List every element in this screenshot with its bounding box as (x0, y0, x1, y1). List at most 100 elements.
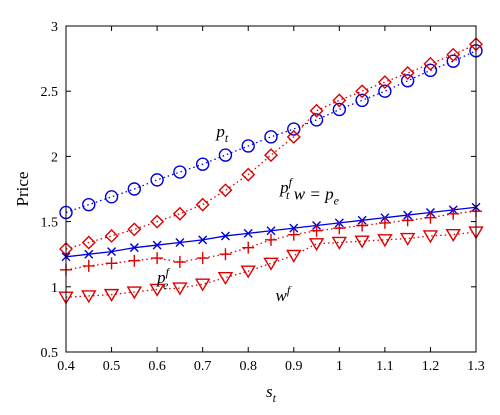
plot-frame (65, 25, 477, 353)
data-point-pef (82, 259, 95, 272)
y-tick-label: 3 (51, 20, 58, 35)
data-point-ptf (264, 148, 278, 163)
data-point-pef (447, 207, 460, 220)
data-point-pt (127, 182, 142, 196)
series-annotations: pt pf t w = pe pf e wf (156, 122, 339, 305)
data-point-wf (377, 234, 393, 248)
x-tick-label: 0.7 (194, 359, 212, 374)
data-point-w_pe (266, 226, 276, 236)
data-point-pt (218, 148, 233, 162)
x-tick-label: 0.5 (103, 359, 121, 374)
data-point-pef (401, 214, 414, 227)
data-point-pef (265, 233, 277, 246)
x-tick-label: 1.3 (467, 359, 485, 374)
data-point-pef (424, 211, 437, 224)
x-tick-label: 1 (336, 359, 343, 374)
data-point-pef (128, 254, 141, 267)
data-point-wf (81, 290, 97, 304)
annotation-wf: wf (276, 283, 292, 305)
data-point-wf (217, 271, 234, 286)
series-pef (60, 205, 482, 276)
data-point-pt (378, 84, 392, 98)
data-point-ptf (218, 183, 233, 198)
y-tick-label: 1.5 (41, 216, 59, 231)
data-point-w_pe (107, 247, 117, 257)
data-point-ptf (150, 214, 165, 229)
annotation-w_pe: w = pe (294, 184, 340, 207)
data-point-pt (446, 54, 460, 68)
data-point-pef (310, 224, 323, 237)
data-point-ptf (195, 197, 210, 212)
data-point-ptf (355, 84, 370, 99)
data-point-ptf (104, 228, 119, 243)
chart-marks (58, 37, 484, 305)
data-point-ptf (81, 235, 96, 250)
data-point-w_pe (84, 249, 94, 259)
data-point-ptf (332, 93, 347, 108)
data-point-pef (196, 252, 209, 265)
data-point-pef (287, 228, 300, 241)
data-point-pt (195, 157, 210, 171)
data-point-wf (263, 257, 279, 271)
data-point-pt (355, 93, 369, 108)
data-point-wf (399, 232, 416, 246)
data-point-wf (308, 238, 325, 252)
series-w_pe (61, 202, 481, 262)
data-point-wf (149, 283, 165, 297)
data-point-pef (173, 256, 186, 269)
data-point-pt (82, 197, 96, 212)
data-point-pt (104, 190, 119, 204)
annotation-ptf: pf t (279, 175, 294, 202)
data-point-wf (286, 249, 302, 263)
data-point-pef (105, 257, 118, 270)
data-point-w_pe (220, 231, 230, 241)
series-line-ptf (65, 43, 477, 250)
series-line-wf (65, 231, 477, 298)
data-point-ptf (400, 65, 415, 80)
data-point-pef (219, 248, 232, 261)
data-point-pef (151, 252, 164, 265)
data-point-wf (354, 235, 370, 249)
y-axis-label: Price (13, 172, 32, 207)
data-point-wf (445, 228, 461, 243)
data-point-w_pe (289, 223, 299, 233)
y-tick-label: 2.5 (41, 85, 59, 100)
axis-ticks: 0.4 0.5 0.6 0.7 0.8 0.9 1 1.1 1.2 1.30.511.522.53 (41, 20, 485, 374)
data-point-pt (309, 113, 324, 127)
data-point-wf (331, 236, 348, 250)
data-point-w_pe (129, 243, 139, 253)
y-tick-label: 2 (51, 150, 58, 165)
data-point-ptf (446, 47, 461, 62)
data-point-ptf (127, 222, 142, 237)
data-point-pt (173, 165, 187, 179)
y-tick-label: 0.5 (41, 346, 59, 361)
series-pt (59, 44, 483, 220)
data-point-pt (287, 122, 301, 136)
x-tick-label: 0.4 (57, 359, 75, 374)
x-tick-label: 0.6 (148, 359, 166, 374)
data-point-w_pe (152, 240, 162, 250)
annotation-pt: pt (215, 122, 229, 145)
x-tick-label: 1.2 (422, 359, 440, 374)
data-point-pef (356, 219, 369, 232)
series-ptf (59, 37, 483, 256)
annotation-pef: pf e (156, 265, 171, 292)
data-point-w_pe (243, 228, 253, 238)
series-wf (58, 226, 484, 305)
data-point-ptf (423, 56, 438, 71)
data-point-wf (240, 265, 256, 279)
data-point-wf (172, 282, 188, 296)
x-tick-label: 0.9 (285, 359, 303, 374)
data-point-ptf (377, 75, 392, 90)
x-axis-label: st (266, 382, 277, 405)
data-point-pt (264, 130, 278, 144)
data-point-pef (378, 216, 391, 229)
x-tick-label: 1.1 (376, 359, 394, 374)
data-point-ptf (309, 103, 324, 118)
y-tick-label: 1 (51, 281, 58, 296)
series-line-pt (65, 50, 477, 214)
data-point-pef (333, 222, 346, 235)
data-point-ptf (286, 129, 301, 144)
data-point-wf (194, 278, 211, 292)
